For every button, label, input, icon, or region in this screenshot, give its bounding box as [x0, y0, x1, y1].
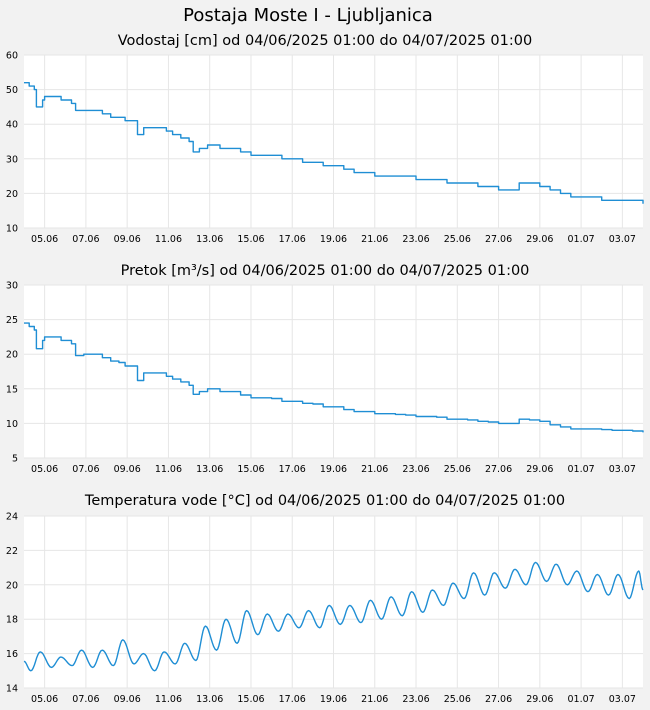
y-tick-label: 40 [6, 120, 18, 131]
x-tick-label: 05.06 [31, 234, 58, 245]
x-tick-label: 07.06 [72, 694, 99, 705]
x-tick-label: 03.07 [609, 464, 636, 475]
x-tick-label: 23.06 [402, 234, 429, 245]
x-tick-label: 23.06 [402, 464, 429, 475]
x-tick-label: 17.06 [279, 234, 306, 245]
x-tick-label: 23.06 [402, 694, 429, 705]
x-tick-label: 21.06 [361, 234, 388, 245]
chart-title: Temperatura vode [°C] od 04/06/2025 01:0… [84, 493, 565, 509]
x-tick-label: 01.07 [567, 694, 594, 705]
x-tick-label: 11.06 [155, 234, 182, 245]
y-tick-label: 20 [6, 580, 18, 591]
y-tick-label: 50 [6, 85, 18, 96]
x-tick-label: 19.06 [320, 694, 347, 705]
x-tick-label: 29.06 [526, 464, 553, 475]
x-tick-label: 29.06 [526, 694, 553, 705]
y-tick-label: 10 [6, 224, 18, 235]
x-tick-label: 27.06 [485, 234, 512, 245]
x-tick-label: 15.06 [237, 234, 264, 245]
y-tick-label: 20 [6, 189, 18, 200]
x-tick-label: 11.06 [155, 464, 182, 475]
y-tick-label: 16 [6, 649, 18, 660]
y-tick-label: 10 [6, 419, 18, 430]
x-tick-label: 13.06 [196, 464, 223, 475]
x-tick-label: 25.06 [444, 464, 471, 475]
y-tick-label: 24 [6, 512, 18, 523]
y-tick-label: 30 [6, 154, 18, 165]
x-tick-label: 07.06 [72, 464, 99, 475]
x-tick-label: 19.06 [320, 464, 347, 475]
y-tick-label: 14 [6, 684, 18, 695]
x-tick-label: 07.06 [72, 234, 99, 245]
x-tick-label: 03.07 [609, 234, 636, 245]
series-line [24, 82, 644, 204]
x-tick-label: 25.06 [444, 694, 471, 705]
x-tick-label: 17.06 [279, 694, 306, 705]
x-tick-label: 21.06 [361, 464, 388, 475]
x-tick-label: 01.07 [567, 464, 594, 475]
x-tick-label: 19.06 [320, 234, 347, 245]
y-tick-label: 18 [6, 615, 18, 626]
x-tick-label: 13.06 [196, 694, 223, 705]
x-tick-label: 27.06 [485, 694, 512, 705]
chart-title: Pretok [m³/s] od 04/06/2025 01:00 do 04/… [121, 263, 530, 279]
x-tick-label: 09.06 [114, 234, 141, 245]
y-tick-label: 15 [6, 384, 18, 395]
x-tick-label: 29.06 [526, 234, 553, 245]
page-title: Postaja Moste I - Ljubljanica [183, 5, 433, 26]
x-tick-label: 17.06 [279, 464, 306, 475]
series-line [24, 322, 644, 433]
y-tick-label: 5 [12, 454, 18, 465]
x-tick-label: 01.07 [567, 234, 594, 245]
x-tick-label: 13.06 [196, 234, 223, 245]
x-tick-label: 15.06 [237, 464, 264, 475]
y-tick-label: 60 [6, 51, 18, 62]
x-tick-label: 05.06 [31, 464, 58, 475]
x-tick-label: 27.06 [485, 464, 512, 475]
series-line [23, 561, 644, 672]
y-tick-label: 30 [6, 281, 18, 292]
y-tick-label: 22 [6, 546, 18, 557]
y-tick-label: 25 [6, 315, 18, 326]
x-tick-label: 09.06 [114, 694, 141, 705]
x-tick-label: 15.06 [237, 694, 264, 705]
chart-title: Vodostaj [cm] od 04/06/2025 01:00 do 04/… [118, 33, 532, 49]
x-tick-label: 11.06 [155, 694, 182, 705]
y-tick-label: 20 [6, 350, 18, 361]
x-tick-label: 03.07 [609, 694, 636, 705]
x-tick-label: 05.06 [31, 694, 58, 705]
x-tick-label: 21.06 [361, 694, 388, 705]
x-tick-label: 09.06 [114, 464, 141, 475]
x-tick-label: 25.06 [444, 234, 471, 245]
